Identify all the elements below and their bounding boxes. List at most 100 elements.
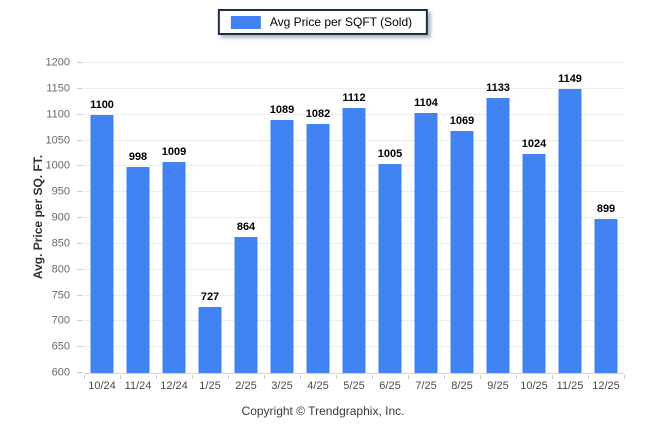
copyright-text: Copyright © Trendgraphix, Inc. bbox=[241, 404, 405, 418]
y-axis-tick bbox=[77, 372, 83, 373]
x-axis-tick bbox=[372, 375, 373, 379]
bar-value-label: 998 bbox=[128, 151, 148, 164]
bar-slot: 1089 bbox=[264, 63, 300, 373]
x-axis-tick bbox=[588, 375, 589, 379]
y-axis-tick bbox=[77, 242, 83, 244]
bar-slot: 1082 bbox=[300, 63, 336, 373]
y-axis-tick bbox=[77, 268, 83, 270]
bar bbox=[450, 130, 474, 373]
y-axis-labels: 600 650 700 750 800 850 900 950 1000 1050 1100 1150… bbox=[0, 57, 78, 378]
x-axis-tick bbox=[336, 375, 337, 379]
bar-value-label: 1104 bbox=[414, 96, 438, 109]
bar bbox=[342, 108, 366, 373]
x-axis-category-label: 10/24 bbox=[88, 380, 116, 392]
x-axis-category-label: 5/25 bbox=[343, 380, 365, 392]
x-axis-labels: 10/24 11/24 12/24 1/25 2/25 3/25 4/25 5/25 6/25 7… bbox=[84, 380, 624, 392]
y-axis-tick bbox=[77, 62, 83, 63]
bar bbox=[270, 120, 294, 373]
y-axis-tick-label: 900 bbox=[51, 211, 70, 224]
x-axis-tick bbox=[300, 375, 301, 379]
bar-slot: 1009 bbox=[156, 63, 192, 373]
y-axis-tick-label: 1150 bbox=[46, 82, 70, 95]
x-axis-category-label: 8/25 bbox=[451, 380, 473, 392]
x-axis-category-label: 10/25 bbox=[520, 380, 548, 392]
x-axis-tick bbox=[120, 375, 121, 379]
x-axis-tick bbox=[552, 375, 553, 379]
x-axis-category-label: 12/25 bbox=[592, 380, 620, 392]
x-axis-category-label: 1/25 bbox=[199, 380, 221, 392]
bar bbox=[126, 167, 150, 373]
plot-area: 1100 998 1009 727 864 1089 1082 1112 1005 1104 106… bbox=[77, 62, 625, 379]
y-axis-tick bbox=[77, 217, 83, 218]
legend-swatch bbox=[230, 15, 261, 29]
bar-slot: 1005 bbox=[372, 63, 408, 373]
legend: Avg Price per SQFT (Sold) bbox=[217, 9, 429, 35]
bar bbox=[198, 307, 222, 373]
bar-value-label: 1149 bbox=[558, 73, 582, 86]
x-axis-tick bbox=[408, 375, 409, 379]
bar-value-label: 1069 bbox=[449, 114, 475, 127]
x-axis-category-label: 9/25 bbox=[487, 380, 509, 392]
bar-slot: 1112 bbox=[336, 63, 372, 373]
y-axis-tick bbox=[77, 87, 83, 89]
bar-slot: 1133 bbox=[480, 63, 516, 373]
bar-value-label: 1133 bbox=[486, 81, 510, 94]
bar bbox=[486, 97, 510, 373]
legend-label: Avg Price per SQFT (Sold) bbox=[269, 15, 413, 29]
gridline bbox=[84, 62, 624, 63]
bar-value-label: 1005 bbox=[377, 147, 403, 160]
x-axis-category-label: 4/25 bbox=[307, 380, 329, 392]
x-axis-category-label: 3/25 bbox=[271, 380, 293, 392]
x-axis-tick bbox=[156, 375, 157, 379]
y-axis-tick bbox=[77, 294, 83, 296]
bar-value-label: 1009 bbox=[161, 145, 187, 158]
bar-slot: 1104 bbox=[408, 63, 444, 373]
bar bbox=[522, 153, 546, 373]
bar-value-label: 1082 bbox=[305, 107, 331, 120]
bar-slot: 727 bbox=[192, 63, 228, 373]
y-axis-tick-label: 1200 bbox=[45, 56, 70, 69]
y-axis-tick-label: 650 bbox=[51, 340, 70, 353]
bar-slot: 864 bbox=[228, 63, 264, 373]
bar-slot: 998 bbox=[120, 63, 156, 373]
x-axis-category-label: 7/25 bbox=[415, 380, 437, 392]
bar-value-label: 1089 bbox=[269, 104, 295, 117]
x-axis-tick bbox=[516, 375, 517, 379]
bar-value-label: 864 bbox=[236, 220, 256, 233]
y-axis-tick-label: 1100 bbox=[46, 108, 70, 121]
x-axis-tick bbox=[192, 375, 193, 379]
bar-value-label: 1100 bbox=[90, 98, 114, 111]
x-axis-tick bbox=[480, 375, 481, 379]
y-axis-tick-label: 950 bbox=[51, 185, 70, 198]
y-axis-tick-label: 750 bbox=[51, 289, 70, 301]
bar-slot: 1149 bbox=[552, 63, 588, 373]
x-axis-category-label: 11/24 bbox=[124, 380, 152, 392]
bar bbox=[378, 163, 402, 373]
x-axis-category-label: 12/24 bbox=[160, 380, 188, 392]
x-axis-category-label: 11/25 bbox=[556, 380, 584, 392]
x-axis-tick bbox=[444, 375, 445, 379]
y-axis-tick-label: 800 bbox=[51, 263, 70, 276]
x-axis-category-label: 2/25 bbox=[235, 380, 257, 392]
y-axis-tick-label: 700 bbox=[51, 314, 70, 327]
bar bbox=[306, 123, 330, 373]
bar-value-label: 1024 bbox=[521, 137, 547, 150]
bar bbox=[90, 114, 114, 373]
bar-slot: 899 bbox=[588, 63, 624, 373]
bar-value-label: 899 bbox=[596, 202, 616, 215]
bar-value-label: 1112 bbox=[342, 92, 366, 105]
y-axis-tick bbox=[77, 139, 83, 141]
bar-slot: 1024 bbox=[516, 63, 552, 373]
x-axis-category-label: 6/25 bbox=[379, 380, 401, 392]
y-axis-tick-label: 850 bbox=[51, 237, 70, 250]
x-axis-tick bbox=[84, 375, 85, 379]
y-axis-tick bbox=[77, 191, 83, 193]
bar bbox=[162, 161, 186, 373]
bar bbox=[594, 218, 618, 373]
bar bbox=[558, 89, 582, 373]
gridline bbox=[84, 87, 624, 89]
y-axis-tick bbox=[77, 346, 83, 348]
bar-slot: 1069 bbox=[444, 63, 480, 373]
bar-value-label: 727 bbox=[200, 291, 220, 304]
